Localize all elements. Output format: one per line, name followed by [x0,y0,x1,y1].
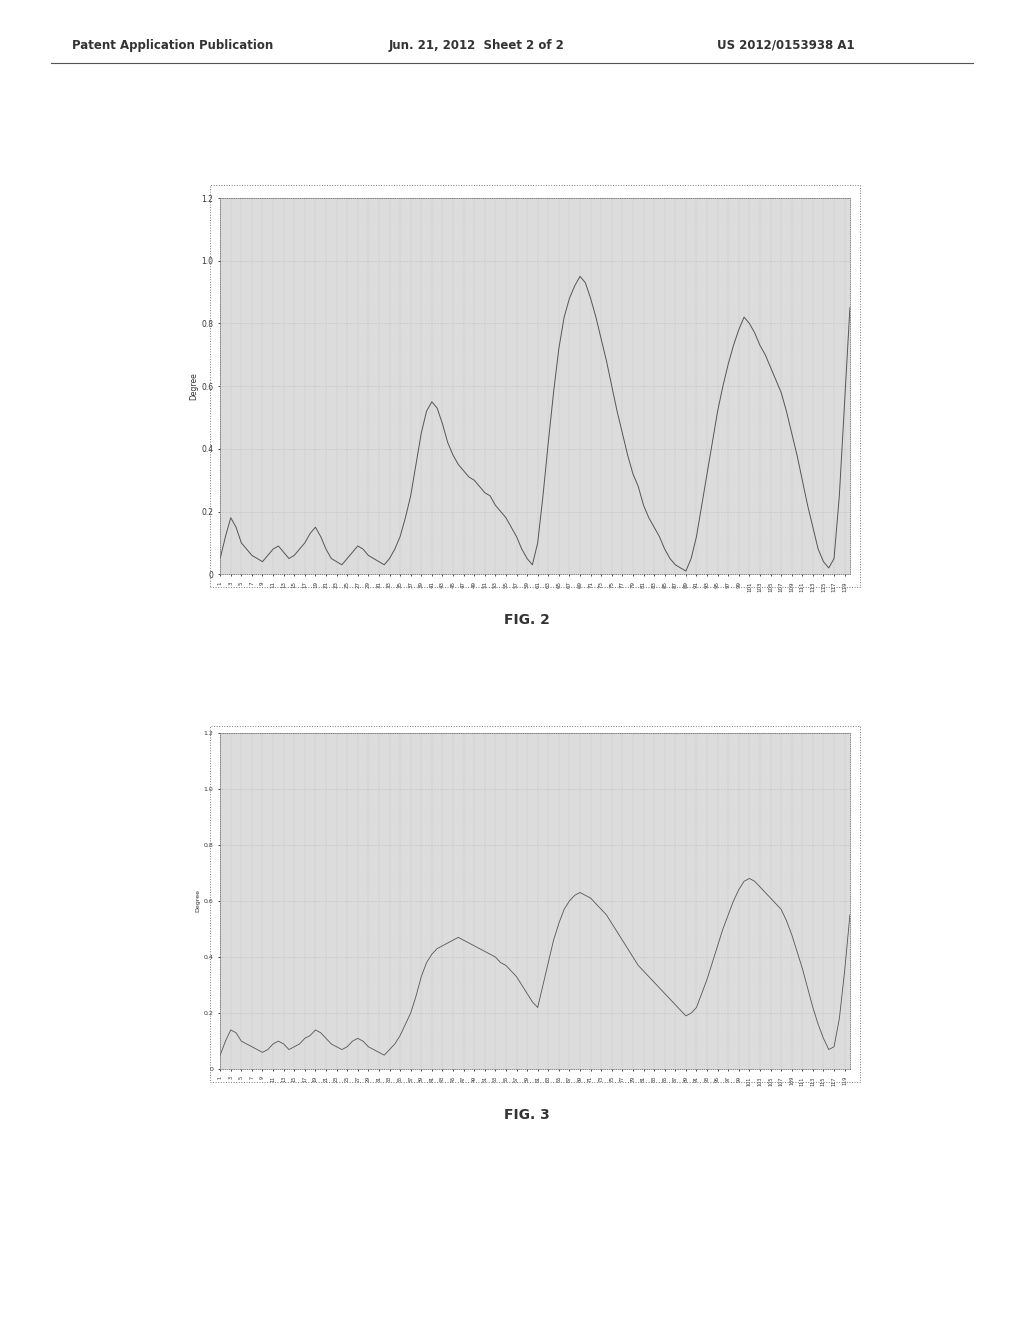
Text: FIG. 2: FIG. 2 [505,614,550,627]
Text: FIG. 3: FIG. 3 [505,1109,550,1122]
Text: US 2012/0153938 A1: US 2012/0153938 A1 [717,38,854,51]
Y-axis label: Degree: Degree [189,372,199,400]
Text: Patent Application Publication: Patent Application Publication [72,38,273,51]
Y-axis label: Degree: Degree [196,890,201,912]
Text: Jun. 21, 2012  Sheet 2 of 2: Jun. 21, 2012 Sheet 2 of 2 [389,38,565,51]
